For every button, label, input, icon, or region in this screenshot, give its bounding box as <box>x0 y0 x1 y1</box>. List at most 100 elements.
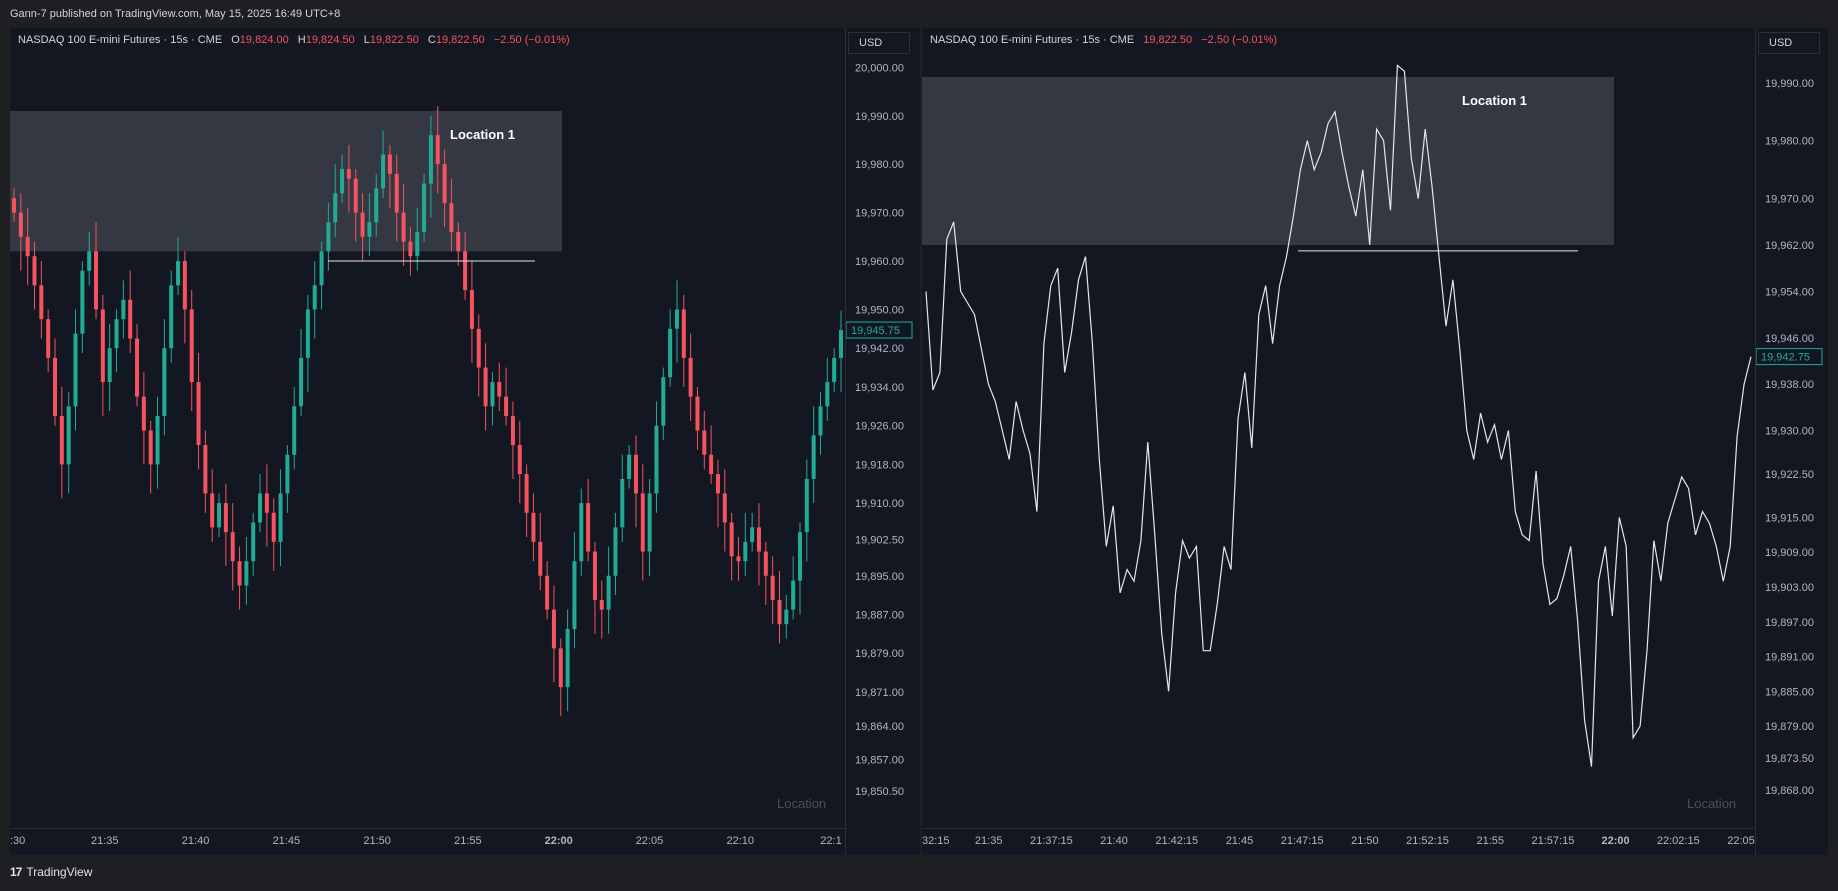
y-tick-label: 19,954.00 <box>1765 286 1814 298</box>
x-tick-label: 21:45 <box>273 835 301 847</box>
y-tick-label: 19,902.50 <box>855 534 904 546</box>
legend-left: NASDAQ 100 E-mini Futures · 15s · CME O1… <box>18 34 570 46</box>
candle-body <box>743 541 748 562</box>
candle-body <box>189 309 194 383</box>
candle-body <box>811 435 816 479</box>
y-tick-label: 19,903.00 <box>1765 582 1814 594</box>
candle-body <box>39 285 44 320</box>
candle-body <box>818 406 823 436</box>
legend-low-value: 19,822.50 <box>369 34 419 46</box>
y-tick-label: 19,891.00 <box>1765 652 1814 664</box>
chart-panel-line[interactable]: 19,990.00 19,980.00 19,970.00 19,962.00 19,9… <box>922 28 1828 855</box>
location-zone <box>10 110 562 252</box>
x-tick-label: 21:52:15 <box>1406 835 1449 847</box>
candle-body <box>777 599 782 625</box>
publisher-text: Gann-7 published on TradingView.com, May… <box>10 8 341 20</box>
candle-body <box>791 580 796 610</box>
candle-body <box>592 551 597 600</box>
candle-body <box>449 202 454 232</box>
candle-body <box>367 222 372 237</box>
y-tick-label: 20,000.00 <box>855 62 904 74</box>
y-tick-label: 19,970.00 <box>1765 194 1814 206</box>
candle-body <box>271 512 276 542</box>
last-price-label: 19,945.75 <box>851 325 900 337</box>
candle-body <box>114 319 119 349</box>
y-tick-label: 19,950.00 <box>855 304 904 316</box>
y-tick-label: 19,864.00 <box>855 721 904 733</box>
candle-body <box>729 522 734 557</box>
candle-body <box>196 382 201 446</box>
candle-body <box>319 251 324 286</box>
watermark-left: Location <box>777 796 827 811</box>
candle-body <box>394 173 399 213</box>
candle-body <box>66 406 71 465</box>
candle-body <box>381 154 386 189</box>
x-tick-label: 21:37:15 <box>1030 835 1073 847</box>
candle-body <box>169 285 174 349</box>
candle-body <box>538 541 543 576</box>
candle-body <box>463 251 468 291</box>
chart-panel-candles[interactable]: 20,000.00 19,990.00 19,980.00 19,970.00 19,9… <box>10 28 920 855</box>
candle-body <box>121 299 126 320</box>
candle-body <box>620 478 625 528</box>
x-tick-label: 22:10 <box>726 835 754 847</box>
candlestick-chart[interactable]: 20,000.00 19,990.00 19,980.00 19,970.00 19,9… <box>10 28 920 855</box>
x-tick-label: 21:35 <box>975 835 1003 847</box>
zone-label: Location 1 <box>1462 93 1527 108</box>
candle-body <box>203 445 208 494</box>
candle-body <box>73 333 78 407</box>
y-tick-label: 19,887.00 <box>855 609 904 621</box>
x-tick-label: 22:02:15 <box>1657 835 1700 847</box>
candle-body <box>128 299 133 339</box>
publisher-bar: Gann-7 published on TradingView.com, May… <box>0 0 1838 28</box>
candle-body <box>237 561 242 586</box>
tradingview-brand[interactable]: 17 TradingView <box>10 865 92 879</box>
x-tick-label: 21:47:15 <box>1281 835 1324 847</box>
y-tick-label: 19,962.00 <box>1765 240 1814 252</box>
y-tick-label: 19,980.00 <box>1765 136 1814 148</box>
candle-body <box>504 396 509 416</box>
currency-button-right[interactable]: USD <box>1758 32 1820 54</box>
legend-close-value: 19,822.50 <box>435 34 485 46</box>
candle-body <box>223 503 228 533</box>
candle-body <box>551 609 556 649</box>
candle-body <box>422 183 427 232</box>
legend-change: −2.50 (−0.01%) <box>493 34 570 46</box>
candle-body <box>415 231 420 257</box>
x-tick-label: 22:00 <box>545 835 573 847</box>
candle-body <box>244 561 249 586</box>
price-line <box>925 64 1752 767</box>
y-tick-label: 19,980.00 <box>855 159 904 171</box>
candle-body <box>579 503 584 562</box>
candle-body <box>647 493 652 552</box>
line-chart[interactable]: 19,990.00 19,980.00 19,970.00 19,962.00 19,9… <box>922 28 1828 855</box>
candle-body <box>476 328 481 368</box>
candle-body <box>469 290 474 329</box>
legend-symbol-right[interactable]: NASDAQ 100 E-mini Futures · 15s · CME <box>930 34 1135 46</box>
candle-body <box>217 503 222 528</box>
candle-body <box>524 474 529 513</box>
candle-body <box>558 648 563 688</box>
currency-button-left[interactable]: USD <box>848 32 910 54</box>
candle-body <box>210 493 215 528</box>
y-tick-label: 19,990.00 <box>855 111 904 123</box>
y-tick-label: 19,879.00 <box>1765 721 1814 733</box>
candle-body <box>299 357 304 407</box>
candle-body <box>305 309 310 358</box>
y-tick-label: 19,942.00 <box>855 343 904 355</box>
watermark-right: Location <box>1687 796 1737 811</box>
x-tick-label: 32:15 <box>922 835 950 847</box>
candle-body <box>756 527 761 552</box>
x-tick-label: 22:1 <box>820 835 841 847</box>
y-tick-label: 19,885.00 <box>1765 686 1814 698</box>
candle-body <box>46 319 51 358</box>
y-tick-label: 19,934.00 <box>855 382 904 394</box>
candle-body <box>18 212 23 237</box>
price-axis-divider <box>845 28 846 855</box>
legend-symbol[interactable]: NASDAQ 100 E-mini Futures · 15s · CME <box>18 34 223 46</box>
y-tick-label: 19,910.00 <box>855 498 904 510</box>
x-tick-label: 21:40 <box>182 835 210 847</box>
y-tick-label: 19,926.00 <box>855 421 904 433</box>
candle-body <box>230 532 235 562</box>
candle-body <box>25 236 30 257</box>
